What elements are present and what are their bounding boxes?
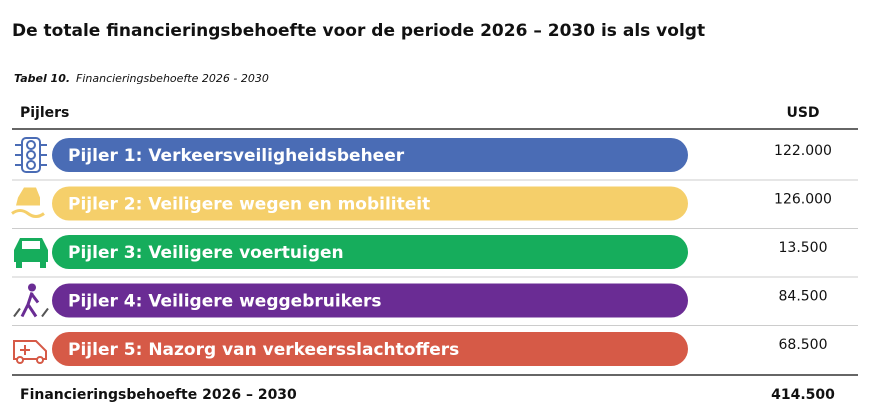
pillar-label: Pijler 3: Veiligere voertuigen [68,243,344,263]
pillar-pill [52,186,688,221]
pillar-pill [52,138,688,172]
table-row: Pijler 2: Veiligere wegen en mobiliteit 1… [11,186,858,229]
icon-part [11,209,45,218]
total-label: Financieringsbehoefte 2026 – 2030 [20,387,297,403]
icon-part [36,356,44,364]
pillar-value: 13.500 [779,240,828,256]
total-value: 414.500 [771,387,835,403]
table-row: Pijler 5: Nazorg van verkeersslachtoffer… [13,332,828,366]
icon-part [26,150,36,160]
pillar-label: Pijler 1: Verkeersveiligheidsbeheer [68,146,405,166]
column-header: Pijlers [20,105,69,121]
table-row: Pijler 1: Verkeersveiligheidsbeheer 122.0… [12,137,858,181]
icon-part [16,187,40,206]
caption-text: Financieringsbehoefte 2026 - 2030 [76,72,269,85]
table-row: Pijler 3: Veiligere voertuigen 13.500 [12,235,858,278]
icon-part [13,307,49,318]
icon-part [15,144,47,166]
pillar-value: 84.500 [779,289,828,305]
icon-part [16,356,24,364]
icon-part [26,140,36,150]
pillar-pill [52,235,688,269]
icon-part [22,241,40,249]
pillar-pill [52,332,688,366]
title: De totale financieringsbehoefte voor de … [12,21,705,41]
pillar-label: Pijler 5: Nazorg van verkeersslachtoffer… [68,340,459,360]
pillar-value: 68.500 [779,337,828,353]
pillar-label: Pijler 2: Veiligere wegen en mobiliteit [68,195,430,215]
pillar-label: Pijler 4: Veiligere weggebruikers [68,292,382,312]
pillar-pill [52,283,688,318]
icon-part [40,262,46,268]
icon-part [20,292,40,318]
icon-part [28,283,36,292]
caption-label: Tabel 10. [14,72,70,85]
icon-part [16,262,22,268]
icon-part [20,345,30,355]
pillar-value: 126.000 [774,192,832,208]
icon-part [26,160,36,170]
table-row: Pijler 4: Veiligere weggebruikers 84.500 [12,283,858,326]
icon-part [13,340,47,360]
pillar-value: 122.000 [774,143,832,159]
column-header: USD [786,105,819,121]
